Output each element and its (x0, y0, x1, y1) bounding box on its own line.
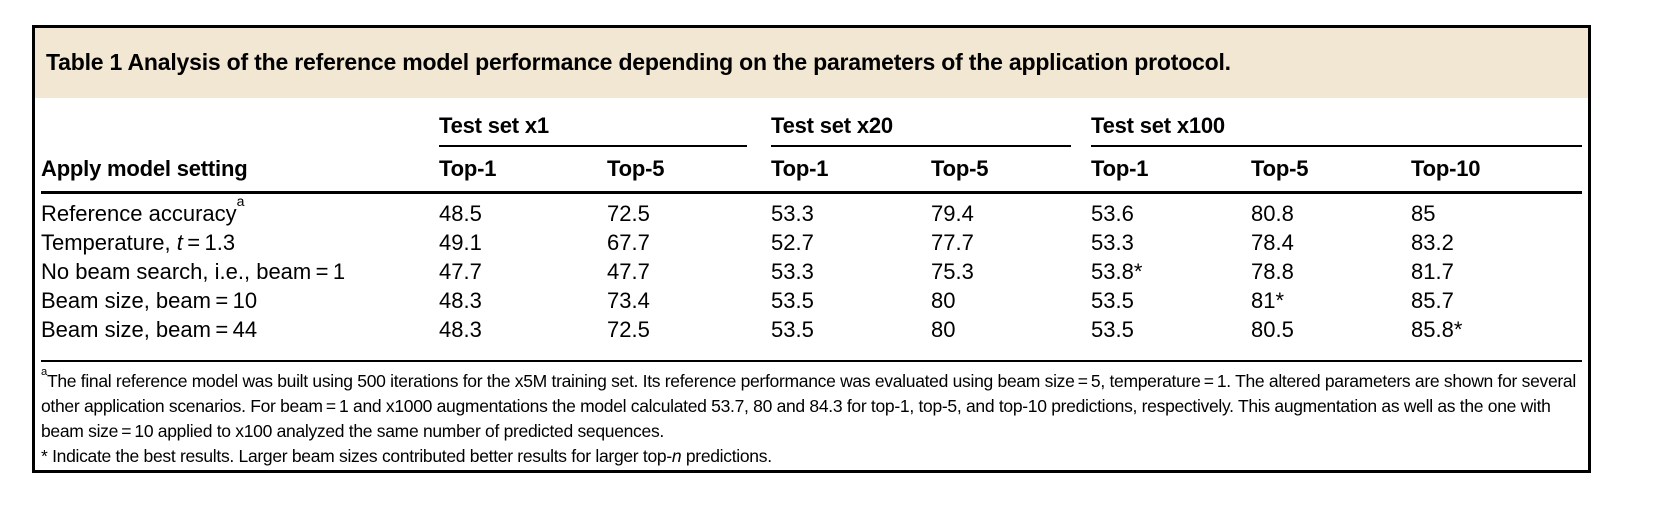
table-title-band: Table 1 Analysis of the reference model … (35, 28, 1588, 98)
cell: 53.6 (1091, 201, 1134, 226)
cell: 53.3 (1091, 230, 1134, 255)
cell: 72.5 (607, 201, 650, 226)
footnote-a-marker: a (41, 366, 47, 379)
cell: 48.5 (439, 201, 482, 226)
cell: 52.7 (771, 230, 814, 255)
cell: 80.5 (1251, 317, 1294, 342)
column-header-top10-x100: Top-10 (1411, 147, 1582, 194)
cell: 79.4 (931, 201, 974, 226)
cell: 48.3 (439, 288, 482, 313)
cell: 47.7 (439, 259, 482, 284)
row-label: Reference accuracya (41, 193, 245, 226)
corner-cell (41, 98, 439, 147)
column-header-top5-x100: Top-5 (1251, 147, 1411, 194)
cell: 78.4 (1251, 230, 1294, 255)
cell: 48.3 (439, 317, 482, 342)
group-header-testset-x1: Test set x1 (439, 98, 771, 147)
group-label: Test set x100 (1091, 112, 1582, 147)
cell: 53.3 (771, 259, 814, 284)
cell: 75.3 (931, 259, 974, 284)
cell: 53.5 (1091, 288, 1134, 313)
cell: 67.7 (607, 230, 650, 255)
cell: 53.5 (771, 288, 814, 313)
table-row: Reference accuracya 48.5 72.5 53.3 79.4 … (41, 193, 1582, 229)
table-row: Beam size, beam = 10 48.3 73.4 53.5 80 5… (41, 286, 1582, 315)
column-header-top1-x1: Top-1 (439, 147, 607, 194)
table-body-area: Test set x1 Test set x20 Test set x100 A… (35, 98, 1588, 469)
row-label: Beam size, beam = 44 (41, 317, 258, 342)
group-header-row: Test set x1 Test set x20 Test set x100 (41, 98, 1582, 147)
cell: 80 (931, 317, 956, 342)
column-header-apply-model-setting: Apply model setting (41, 147, 439, 194)
table-row: Beam size, beam = 44 48.3 72.5 53.5 80 5… (41, 315, 1582, 360)
footnote-asterisk: * Indicate the best results. Larger beam… (41, 446, 772, 466)
results-table: Test set x1 Test set x20 Test set x100 A… (41, 98, 1582, 360)
cell: 77.7 (931, 230, 974, 255)
cell: 85.7 (1411, 288, 1454, 313)
column-header-top1-x20: Top-1 (771, 147, 931, 194)
cell: 81.7 (1411, 259, 1454, 284)
cell: 85 (1411, 201, 1436, 226)
column-header-row: Apply model setting Top-1 Top-5 Top-1 To… (41, 147, 1582, 194)
table-row: No beam search, i.e., beam = 1 47.7 47.7… (41, 257, 1582, 286)
table-row: Temperature, t = 1.3 49.1 67.7 52.7 77.7… (41, 228, 1582, 257)
cell: 81* (1251, 288, 1285, 313)
group-label: Test set x20 (771, 112, 1071, 147)
table-panel: Table 1 Analysis of the reference model … (32, 25, 1591, 473)
footnote-a: aThe final reference model was built usi… (41, 366, 1576, 441)
row-label: Temperature, t = 1.3 (41, 230, 236, 255)
cell: 53.3 (771, 201, 814, 226)
cell: 78.8 (1251, 259, 1294, 284)
cell: 53.5 (771, 317, 814, 342)
cell: 49.1 (439, 230, 482, 255)
cell: 83.2 (1411, 230, 1454, 255)
footnote-marker-a: a (236, 193, 245, 210)
cell: 53.5 (1091, 317, 1134, 342)
column-header-top5-x20: Top-5 (931, 147, 1091, 194)
group-header-testset-x100: Test set x100 (1091, 98, 1582, 147)
column-header-top5-x1: Top-5 (607, 147, 771, 194)
group-header-testset-x20: Test set x20 (771, 98, 1091, 147)
cell: 72.5 (607, 317, 650, 342)
table-title: Table 1 Analysis of the reference model … (46, 49, 1231, 76)
footnotes-section: aThe final reference model was built usi… (41, 360, 1582, 469)
cell: 85.8* (1411, 317, 1463, 342)
cell: 53.8* (1091, 259, 1143, 284)
row-label: Beam size, beam = 10 (41, 288, 258, 313)
cell: 73.4 (607, 288, 650, 313)
column-header-top1-x100: Top-1 (1091, 147, 1251, 194)
cell: 80.8 (1251, 201, 1294, 226)
group-label: Test set x1 (439, 112, 747, 147)
row-label: No beam search, i.e., beam = 1 (41, 259, 346, 284)
cell: 47.7 (607, 259, 650, 284)
cell: 80 (931, 288, 956, 313)
